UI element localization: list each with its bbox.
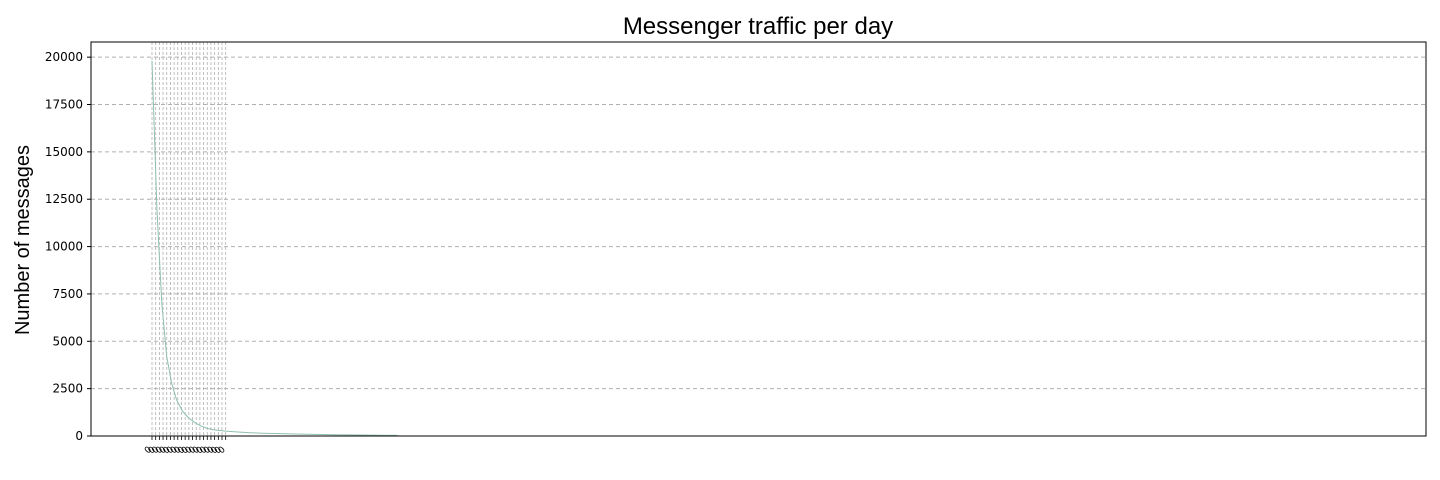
y-tick-label-7: 17500 bbox=[45, 98, 83, 112]
horizontal-gridlines bbox=[91, 56, 1426, 390]
x-tick-label-3: 0 bbox=[154, 445, 165, 456]
vertical-gridlines bbox=[151, 42, 227, 436]
y-tick-label-1: 2500 bbox=[52, 382, 83, 396]
x-tick-label-4: 0 bbox=[158, 445, 169, 456]
x-tick-label-10: 0 bbox=[180, 445, 191, 456]
x-tick-label-16: 0 bbox=[202, 445, 213, 456]
y-tick-label-6: 15000 bbox=[45, 145, 83, 159]
x-tick-label-9: 0 bbox=[176, 445, 187, 456]
y-tick-label-5: 12500 bbox=[45, 192, 83, 206]
x-tick-label-17: 0 bbox=[206, 445, 217, 456]
plot-frame bbox=[90, 41, 1427, 437]
x-tick-label-13: 0 bbox=[191, 445, 202, 456]
chart-title: Messenger traffic per day bbox=[623, 13, 893, 40]
x-tick-label-19: 0 bbox=[213, 445, 224, 456]
y-axis-ticks: 0 2500 5000 7500 10000 12500 15000 17500 20000 bbox=[45, 50, 91, 443]
x-tick-label-18: 0 bbox=[209, 445, 220, 456]
x-tick-label-20: 0 bbox=[217, 445, 228, 456]
x-tick-label-6: 0 bbox=[165, 445, 176, 456]
x-tick-label-14: 0 bbox=[195, 445, 206, 456]
y-tick-label-4: 10000 bbox=[45, 240, 83, 254]
y-tick-label-2: 5000 bbox=[52, 334, 83, 348]
x-tick-label-15: 0 bbox=[198, 445, 209, 456]
x-tick-label-8: 0 bbox=[172, 445, 183, 456]
y-tick-label-0: 0 bbox=[75, 429, 83, 443]
y-tick-label-3: 7500 bbox=[52, 287, 83, 301]
x-tick-label-7: 0 bbox=[169, 445, 180, 456]
x-tick-label-1: 0 bbox=[147, 445, 158, 456]
series-line-0 bbox=[151, 60, 398, 436]
x-tick-label-0: 0 bbox=[143, 445, 154, 456]
x-tick-label-12: 0 bbox=[187, 445, 198, 456]
x-tick-label-5: 0 bbox=[161, 445, 172, 456]
x-tick-label-11: 0 bbox=[184, 445, 195, 456]
y-axis-label: Number of messages bbox=[12, 145, 34, 335]
y-tick-label-8: 20000 bbox=[45, 50, 83, 64]
x-tick-label-2: 0 bbox=[150, 445, 161, 456]
series-group bbox=[151, 60, 398, 436]
